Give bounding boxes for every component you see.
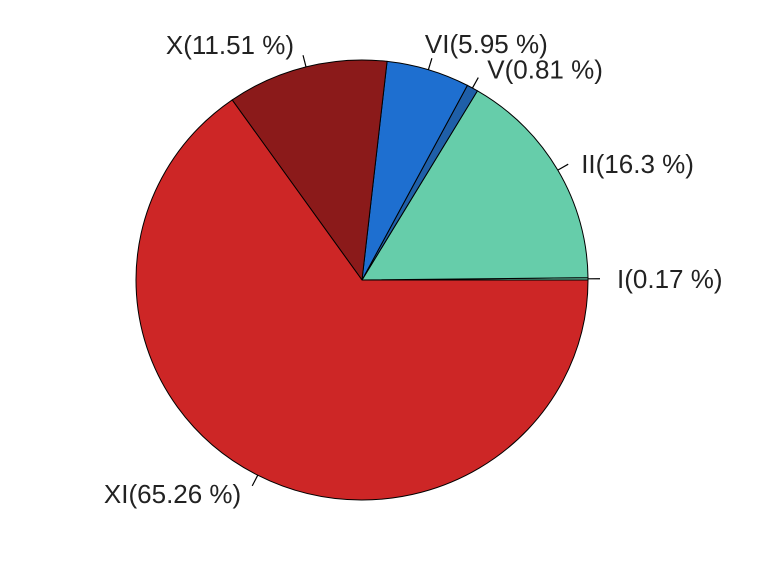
leader-line-xi	[251, 474, 259, 487]
pie-labels: I(0.17 %) II(16.3 %) V(0.81 %)VI(5.95 %) X(…	[104, 29, 723, 509]
leader-line-ii	[557, 163, 569, 171]
slice-label-i: I(0.17 %)	[617, 264, 723, 294]
slice-label-x: X(11.51 %)	[166, 30, 294, 60]
pie-leader-lines	[251, 55, 601, 487]
slice-label-xi: XI(65.26 %)	[104, 479, 241, 509]
pie-slices	[135, 59, 589, 501]
slice-label-ii: II(16.3 %)	[581, 149, 694, 179]
slice-label-v: V(0.81 %)	[487, 55, 603, 85]
leader-line-vi	[427, 58, 433, 70]
pie-slice-x	[231, 59, 388, 282]
pie-slice-ii	[361, 90, 589, 281]
slice-label-vi: VI(5.95 %)	[425, 29, 548, 59]
leader-line-x	[302, 55, 307, 68]
leader-line-v	[471, 77, 479, 89]
